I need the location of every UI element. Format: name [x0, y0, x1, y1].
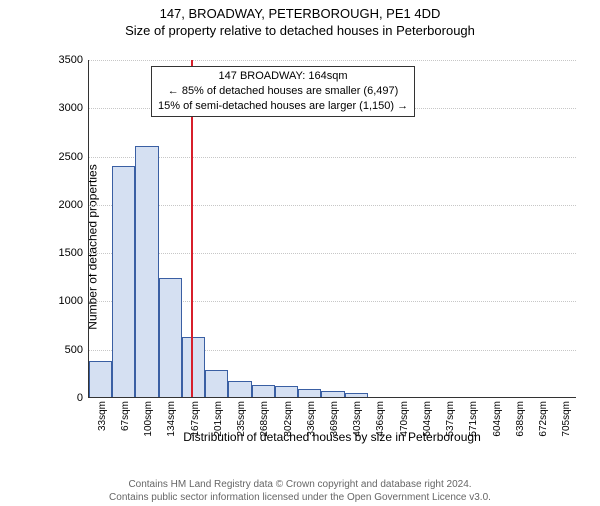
histogram-bar [159, 278, 182, 397]
annotation-line3: 15% of semi-detached houses are larger (… [158, 99, 408, 114]
histogram-bar [182, 337, 205, 397]
chart-container: Number of detached properties 0500100015… [44, 52, 584, 442]
y-tick-label: 1500 [59, 247, 83, 259]
gridline [89, 253, 576, 254]
footer-line2: Contains public sector information licen… [0, 492, 600, 505]
footer-line1: Contains HM Land Registry data © Crown c… [0, 479, 600, 492]
page-title-line1: 147, BROADWAY, PETERBOROUGH, PE1 4DD [0, 6, 600, 21]
y-tick-label: 2500 [59, 151, 83, 163]
x-axis-label: Distribution of detached houses by size … [88, 430, 576, 444]
histogram-bar [275, 386, 298, 397]
histogram-bar [298, 389, 321, 397]
y-tick-label: 3000 [59, 102, 83, 114]
histogram-bar [205, 370, 228, 397]
y-tick-label: 1000 [59, 295, 83, 307]
annotation-line1: 147 BROADWAY: 164sqm [158, 69, 408, 84]
y-tick-label: 0 [77, 392, 83, 404]
histogram-bar [321, 391, 344, 397]
histogram-bar [345, 393, 368, 397]
y-tick-label: 500 [65, 344, 83, 356]
page-title-line2: Size of property relative to detached ho… [0, 23, 600, 38]
histogram-bar [228, 381, 251, 397]
gridline [89, 205, 576, 206]
footer-attribution: Contains HM Land Registry data © Crown c… [0, 479, 600, 504]
histogram-bar [252, 385, 275, 397]
x-tick-label: 33sqm [97, 401, 108, 431]
gridline [89, 60, 576, 61]
x-tick-label: 67sqm [120, 401, 131, 431]
annotation-box: 147 BROADWAY: 164sqm ← 85% of detached h… [151, 66, 415, 117]
annotation-line2: ← 85% of detached houses are smaller (6,… [158, 84, 408, 99]
plot-area: 050010001500200025003000350033sqm67sqm10… [88, 60, 576, 398]
y-tick-label: 2000 [59, 199, 83, 211]
y-tick-label: 3500 [59, 54, 83, 66]
histogram-bar [135, 146, 158, 397]
histogram-bar [112, 166, 135, 397]
gridline [89, 157, 576, 158]
histogram-bar [89, 361, 112, 397]
